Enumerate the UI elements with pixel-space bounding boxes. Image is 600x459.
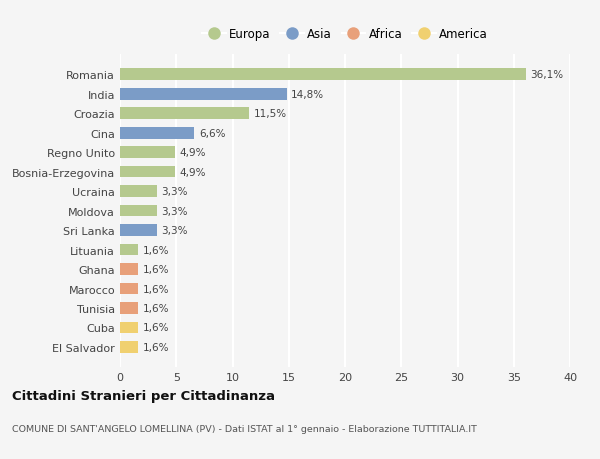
Bar	[120, 263, 138, 275]
Bar	[120, 302, 138, 314]
Bar	[120, 128, 194, 139]
Bar	[120, 167, 175, 178]
Bar	[120, 69, 526, 81]
Bar	[120, 89, 287, 101]
Text: Cittadini Stranieri per Cittadinanza: Cittadini Stranieri per Cittadinanza	[12, 389, 275, 403]
Text: 1,6%: 1,6%	[143, 323, 169, 333]
Bar	[120, 283, 138, 295]
Text: 1,6%: 1,6%	[143, 264, 169, 274]
Text: 11,5%: 11,5%	[254, 109, 287, 119]
Bar	[120, 186, 157, 197]
Bar	[120, 108, 250, 120]
Bar	[120, 244, 138, 256]
Legend: Europa, Asia, Africa, America: Europa, Asia, Africa, America	[197, 23, 493, 46]
Text: 1,6%: 1,6%	[143, 245, 169, 255]
Text: 1,6%: 1,6%	[143, 303, 169, 313]
Text: 14,8%: 14,8%	[291, 90, 324, 100]
Text: 6,6%: 6,6%	[199, 129, 225, 139]
Bar	[120, 225, 157, 236]
Text: 4,9%: 4,9%	[179, 148, 206, 158]
Text: 36,1%: 36,1%	[530, 70, 564, 80]
Bar	[120, 322, 138, 334]
Text: 4,9%: 4,9%	[179, 167, 206, 177]
Bar	[120, 341, 138, 353]
Text: 1,6%: 1,6%	[143, 284, 169, 294]
Text: 3,3%: 3,3%	[161, 206, 188, 216]
Bar	[120, 205, 157, 217]
Text: 3,3%: 3,3%	[161, 225, 188, 235]
Text: COMUNE DI SANT'ANGELO LOMELLINA (PV) - Dati ISTAT al 1° gennaio - Elaborazione T: COMUNE DI SANT'ANGELO LOMELLINA (PV) - D…	[12, 425, 477, 433]
Text: 1,6%: 1,6%	[143, 342, 169, 352]
Text: 3,3%: 3,3%	[161, 187, 188, 197]
Bar	[120, 147, 175, 159]
